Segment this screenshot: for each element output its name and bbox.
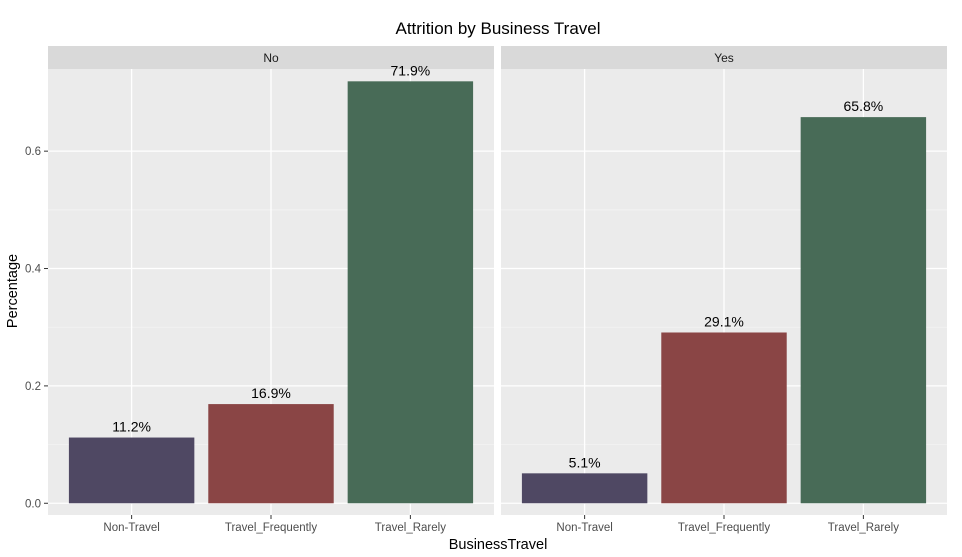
bar-travel-frequently <box>661 332 787 504</box>
bar-data-label: 5.1% <box>569 454 601 470</box>
x-tick-label: Travel_Frequently <box>678 522 771 534</box>
x-tick-label: Non-Travel <box>556 522 612 534</box>
y-axis-title: Percentage <box>5 254 21 328</box>
x-axis-title: BusinessTravel <box>449 537 548 553</box>
facet-strip-label: No <box>263 51 279 65</box>
y-tick-label: 0.4 <box>25 264 42 276</box>
facet-strip <box>48 46 494 69</box>
x-tick-label: Travel_Frequently <box>225 522 318 534</box>
bar-data-label: 71.9% <box>391 62 431 78</box>
facet-strip <box>501 46 947 69</box>
x-tick-label: Non-Travel <box>103 522 159 534</box>
y-tick-label: 0.0 <box>25 498 41 510</box>
facet-strip-label: Yes <box>714 51 734 65</box>
y-tick-label: 0.2 <box>25 381 41 393</box>
bar-non-travel <box>68 437 195 504</box>
bar-travel-rarely <box>347 81 474 504</box>
y-tick-label: 0.6 <box>25 146 41 158</box>
bar-data-label: 65.8% <box>844 98 884 114</box>
bar-data-label: 11.2% <box>112 419 151 435</box>
bar-non-travel <box>521 473 648 504</box>
bar-travel-frequently <box>208 404 334 504</box>
bar-travel-rarely <box>800 117 927 504</box>
bar-data-label: 29.1% <box>704 313 744 329</box>
bar-data-label: 16.9% <box>251 385 291 401</box>
chart-title: Attrition by Business Travel <box>395 19 600 38</box>
x-tick-label: Travel_Rarely <box>828 522 899 534</box>
x-tick-label: Travel_Rarely <box>375 522 446 534</box>
